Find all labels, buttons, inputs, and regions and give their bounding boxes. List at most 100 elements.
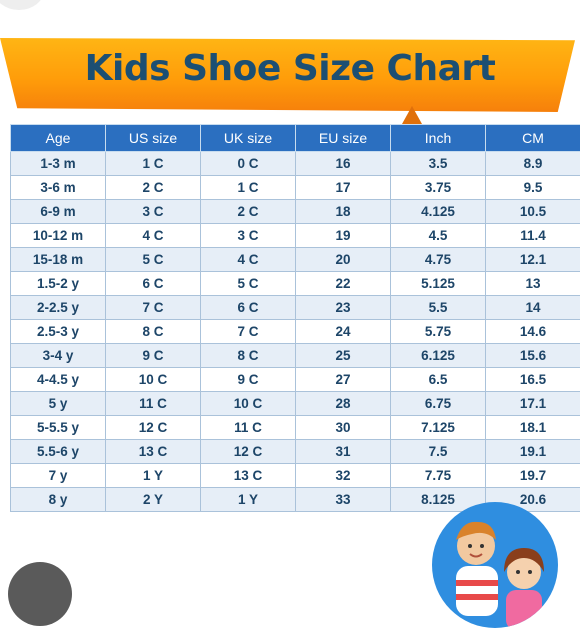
cell-eu-size: 28	[296, 392, 391, 416]
cell-inch: 6.5	[391, 368, 486, 392]
header-age: Age	[11, 125, 106, 152]
cell-us-size: 2 C	[106, 176, 201, 200]
cell-us-size: 7 C	[106, 296, 201, 320]
cell-inch: 3.75	[391, 176, 486, 200]
cell-uk-size: 3 C	[201, 224, 296, 248]
cell-uk-size: 4 C	[201, 248, 296, 272]
kids-icon	[432, 502, 558, 628]
cell-us-size: 13 C	[106, 440, 201, 464]
cell-eu-size: 30	[296, 416, 391, 440]
cell-uk-size: 2 C	[201, 200, 296, 224]
cell-uk-size: 12 C	[201, 440, 296, 464]
cell-uk-size: 8 C	[201, 344, 296, 368]
cell-age: 15-18 m	[11, 248, 106, 272]
cell-eu-size: 22	[296, 272, 391, 296]
cell-age: 1-3 m	[11, 152, 106, 176]
cell-us-size: 1 Y	[106, 464, 201, 488]
cell-cm: 14.6	[486, 320, 580, 344]
cell-cm: 19.1	[486, 440, 580, 464]
cell-cm: 13	[486, 272, 580, 296]
cell-inch: 7.125	[391, 416, 486, 440]
cell-eu-size: 18	[296, 200, 391, 224]
cell-uk-size: 13 C	[201, 464, 296, 488]
header-inch: Inch	[391, 125, 486, 152]
cell-us-size: 5 C	[106, 248, 201, 272]
cell-cm: 18.1	[486, 416, 580, 440]
size-table: Age US size UK size EU size Inch CM 1-3 …	[10, 124, 580, 512]
cell-age: 10-12 m	[11, 224, 106, 248]
cell-eu-size: 19	[296, 224, 391, 248]
cell-inch: 4.5	[391, 224, 486, 248]
cell-cm: 15.6	[486, 344, 580, 368]
cell-age: 2-2.5 y	[11, 296, 106, 320]
cell-eu-size: 23	[296, 296, 391, 320]
cell-eu-size: 32	[296, 464, 391, 488]
cell-us-size: 1 C	[106, 152, 201, 176]
cell-uk-size: 1 C	[201, 176, 296, 200]
cell-uk-size: 9 C	[201, 368, 296, 392]
cell-age: 5 y	[11, 392, 106, 416]
header-us-size: US size	[106, 125, 201, 152]
cell-us-size: 9 C	[106, 344, 201, 368]
cell-inch: 6.75	[391, 392, 486, 416]
cell-eu-size: 24	[296, 320, 391, 344]
cell-us-size: 10 C	[106, 368, 201, 392]
cell-cm: 16.5	[486, 368, 580, 392]
cell-inch: 4.75	[391, 248, 486, 272]
banner-fold	[402, 106, 422, 124]
page-title: Kids Shoe Size Chart	[0, 48, 580, 89]
cell-eu-size: 33	[296, 488, 391, 512]
cell-eu-size: 25	[296, 344, 391, 368]
cell-eu-size: 27	[296, 368, 391, 392]
cell-us-size: 2 Y	[106, 488, 201, 512]
cell-cm: 11.4	[486, 224, 580, 248]
cell-uk-size: 1 Y	[201, 488, 296, 512]
cell-eu-size: 16	[296, 152, 391, 176]
cell-cm: 19.7	[486, 464, 580, 488]
cell-inch: 3.5	[391, 152, 486, 176]
cell-us-size: 4 C	[106, 224, 201, 248]
cell-us-size: 11 C	[106, 392, 201, 416]
cell-inch: 5.5	[391, 296, 486, 320]
cell-inch: 7.75	[391, 464, 486, 488]
cell-inch: 5.75	[391, 320, 486, 344]
overlay-button-bottom[interactable]	[8, 562, 72, 626]
cell-us-size: 6 C	[106, 272, 201, 296]
header-eu-size: EU size	[296, 125, 391, 152]
cell-age: 5-5.5 y	[11, 416, 106, 440]
cell-inch: 7.5	[391, 440, 486, 464]
cell-age: 4-4.5 y	[11, 368, 106, 392]
cell-uk-size: 6 C	[201, 296, 296, 320]
table-header-row: Age US size UK size EU size Inch CM	[11, 125, 580, 152]
cell-age: 8 y	[11, 488, 106, 512]
cell-age: 7 y	[11, 464, 106, 488]
cell-age: 2.5-3 y	[11, 320, 106, 344]
cell-uk-size: 11 C	[201, 416, 296, 440]
cell-us-size: 8 C	[106, 320, 201, 344]
cell-age: 6-9 m	[11, 200, 106, 224]
cell-eu-size: 20	[296, 248, 391, 272]
cell-us-size: 3 C	[106, 200, 201, 224]
kids-illustration	[432, 502, 558, 628]
cell-inch: 5.125	[391, 272, 486, 296]
header-uk-size: UK size	[201, 125, 296, 152]
cell-cm: 8.9	[486, 152, 580, 176]
cell-eu-size: 31	[296, 440, 391, 464]
cell-uk-size: 7 C	[201, 320, 296, 344]
cell-uk-size: 10 C	[201, 392, 296, 416]
cell-cm: 17.1	[486, 392, 580, 416]
overlay-button-top[interactable]	[0, 0, 44, 10]
cell-inch: 4.125	[391, 200, 486, 224]
